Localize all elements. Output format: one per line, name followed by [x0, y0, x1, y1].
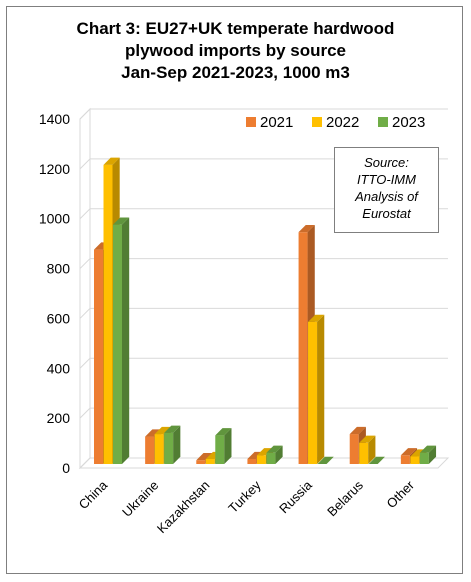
x-category-label: Other — [384, 477, 418, 511]
bar-top — [215, 428, 232, 436]
bar-front — [349, 434, 359, 464]
chart-gridlines — [79, 108, 448, 469]
chart-title-line-1: Chart 3: EU27+UK temperate hardwood — [76, 19, 395, 38]
source-note-line-4: Eurostat — [362, 206, 411, 221]
bar-turkey-2023 — [266, 445, 283, 464]
bar-side — [275, 445, 283, 464]
bar-top — [164, 425, 181, 433]
x-category-label: Belarus — [324, 477, 366, 519]
bar-top — [103, 157, 120, 165]
bar-front — [359, 442, 369, 464]
bar-front — [419, 452, 429, 464]
bar-belarus-2022 — [359, 435, 376, 464]
legend-label-2023: 2023 — [392, 114, 425, 131]
bar-top — [349, 426, 366, 435]
bar-side — [368, 435, 376, 464]
bar-top — [196, 453, 213, 461]
source-note-line-1: Source: — [364, 155, 409, 170]
source-note-line-2: ITTO-IMM — [357, 172, 416, 187]
gridline — [79, 357, 448, 369]
bar-top — [145, 429, 162, 437]
legend-swatch-2022 — [312, 117, 322, 127]
source-note-line-3: Analysis of — [355, 189, 418, 204]
bar-side — [317, 314, 325, 464]
bar-top — [359, 435, 376, 443]
gridline — [79, 108, 448, 120]
chart-legend: 2021 2022 2023 — [246, 114, 425, 131]
chart-frame — [6, 6, 463, 574]
bar-russia-2023 — [317, 456, 334, 464]
bar-top — [419, 445, 437, 453]
bar-russia-2022 — [308, 314, 325, 464]
bar-front — [145, 436, 155, 464]
y-tick-label: 400 — [47, 360, 71, 376]
bar-front — [164, 432, 174, 464]
y-tick-label: 800 — [47, 261, 71, 277]
bar-front — [113, 224, 122, 464]
legend-label-2021: 2021 — [260, 114, 293, 131]
y-tick-label: 1000 — [39, 211, 70, 227]
bar-top — [298, 224, 315, 233]
x-category-label: Russia — [276, 477, 315, 516]
bar-top — [400, 448, 418, 456]
bar-front — [215, 435, 225, 464]
bar-top — [368, 456, 385, 464]
bar-side — [173, 425, 181, 464]
chart-bars — [94, 157, 437, 464]
bar-front — [154, 434, 164, 464]
bar-top — [266, 445, 283, 453]
bar-front — [256, 455, 266, 464]
legend-swatch-2023 — [378, 117, 388, 127]
bar-front — [266, 452, 276, 464]
y-axis-tick-labels: 0 200 400 600 800 1000 1200 1400 — [39, 111, 70, 476]
gridline — [79, 208, 448, 220]
x-category-label: Kazakhstan — [154, 478, 213, 537]
y-tick-label: 200 — [47, 410, 71, 426]
gridline — [79, 307, 448, 319]
chart-title-line-2: plywood imports by source — [124, 41, 347, 60]
y-tick-label: 0 — [62, 460, 70, 476]
bar-front — [196, 460, 206, 464]
bar-top — [113, 217, 130, 225]
bar-top — [256, 448, 274, 456]
gridline — [79, 407, 448, 419]
bar-side — [224, 428, 232, 464]
legend-label-2022: 2022 — [326, 114, 359, 131]
gridline — [79, 158, 448, 170]
bar-front — [103, 164, 113, 464]
source-note-box: Source: ITTO-IMM Analysis of Eurostat — [334, 147, 439, 233]
chart-title: Chart 3: EU27+UK temperate hardwood plyw… — [0, 18, 471, 84]
bar-top — [154, 426, 171, 435]
x-category-label: Ukraine — [119, 478, 161, 520]
bar-top — [317, 456, 334, 464]
x-category-label: China — [76, 477, 111, 512]
bar-front — [298, 232, 308, 464]
bar-top — [308, 314, 325, 322]
x-category-label: Turkey — [225, 477, 264, 516]
bar-front — [410, 456, 420, 464]
bar-front — [94, 249, 103, 464]
bar-kazakhstan-2023 — [215, 428, 232, 464]
y-tick-label: 1400 — [39, 111, 70, 127]
bar-belarus-2023 — [368, 456, 385, 464]
bar-side — [428, 445, 437, 464]
y-tick-label: 1200 — [39, 161, 70, 177]
side-wall — [79, 107, 91, 470]
legend-swatch-2021 — [246, 117, 256, 127]
bar-front — [205, 459, 215, 464]
bar-china-2023 — [113, 217, 130, 464]
bar-front — [400, 455, 410, 464]
chart-title-line-3: Jan-Sep 2021-2023, 1000 m3 — [121, 63, 350, 82]
bar-ukraine-2023 — [164, 425, 181, 464]
gridline — [79, 258, 448, 269]
y-tick-label: 600 — [47, 310, 71, 326]
bar-other-2023 — [419, 445, 437, 464]
bar-front — [247, 459, 257, 464]
bar-front — [308, 321, 318, 464]
bar-side — [122, 217, 130, 464]
